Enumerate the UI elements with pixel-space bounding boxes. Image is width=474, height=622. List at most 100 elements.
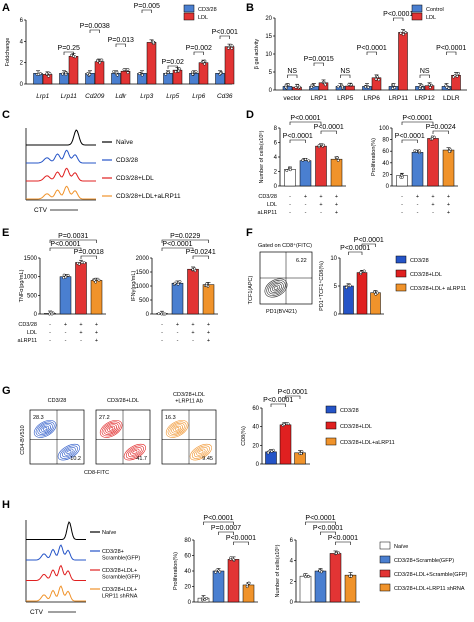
panel-g-contour [99, 420, 123, 438]
panel-d-sign: - [401, 210, 403, 216]
panel-e-chart1-point [157, 312, 161, 316]
panel-e-chart0-point [50, 312, 54, 316]
panel-f-chart-ytick-label: 5 [334, 284, 338, 290]
panel-h-chart0-point [214, 570, 218, 574]
panel-d-sign: + [335, 210, 338, 216]
panel-letter-d: D [246, 109, 254, 121]
panel-b-ylabel: β gal activity [254, 39, 260, 70]
panel-g-chart-ytick-label: 20 [252, 443, 259, 449]
panel-b-point [294, 85, 298, 89]
panel-a-pvalue: P=0.0038 [80, 23, 110, 30]
panel-h-legend-label: Naïve [102, 530, 116, 536]
panel-g-contour [66, 450, 72, 455]
panel-e-chart0-pvalue: P<0.0001 [50, 241, 80, 248]
panel-h-chart0-pvalue: P<0.0001 [203, 515, 233, 522]
panel-d-chart1-bar [427, 138, 439, 187]
panel-letter-a: A [2, 2, 10, 14]
panel-b-point [428, 86, 432, 89]
panel-a-bracket [115, 43, 126, 47]
panel-f-chart-point [344, 286, 348, 290]
panel-e-sign: - [65, 338, 67, 344]
panel-a-point [230, 46, 234, 50]
panel-h-chart0-bracket [218, 531, 234, 535]
panel-b-point [401, 32, 405, 36]
panel-h-legend-label: Scramble(GFP) [102, 556, 140, 562]
panel-b-category: LDLR [443, 95, 460, 102]
panel-b-bracket [446, 51, 457, 55]
panel-d-chart0-pvalue: P<0.0001 [314, 124, 344, 131]
panel-h-legend-swatch [379, 541, 391, 550]
panel-d-sign: + [319, 194, 322, 200]
panel-a-point [177, 69, 181, 73]
panel-d-sign: - [305, 202, 307, 208]
panel-g-chart-bracket [285, 395, 301, 399]
panel-letter-c: C [2, 109, 10, 121]
panel-d-chart0-ylabel: Number of cells(x10⁵) [258, 130, 265, 183]
panel-b-category: LRP12 [415, 95, 435, 102]
panel-a-bracket [167, 65, 178, 69]
panel-g-contour [167, 421, 187, 437]
panel-a-category: Lrp1 [36, 93, 49, 100]
panel-g-contour [59, 445, 78, 459]
panel-a-point [227, 46, 230, 50]
panel-a-bracket [219, 35, 230, 39]
panel-b-point [297, 85, 301, 89]
panel-d-sign: - [417, 202, 419, 208]
panel-d-chart1-point [432, 135, 436, 139]
panel-h-chart0-ytick-label: 40 [184, 569, 191, 575]
panel-b-point [445, 85, 449, 89]
panel-d-sign: + [335, 194, 338, 200]
panel-d-chart0-point [336, 158, 340, 162]
panel-a-pvalue: P=0.005 [134, 3, 160, 10]
panel-a-point [151, 40, 155, 44]
panel-b-point [455, 74, 459, 78]
panel-letter-f: F [246, 227, 253, 239]
panel-f-chart-bar [370, 292, 381, 315]
panel-h-histogram [26, 585, 86, 602]
panel-b-legend-swatch [411, 4, 423, 13]
panel-b-ytick-label: 0 [269, 88, 273, 94]
panel-g-chart-ytick-label: 40 [252, 425, 259, 431]
panel-a-point [88, 73, 92, 77]
panel-f-chart-point [372, 290, 376, 294]
panel-g-contour [194, 447, 208, 458]
panel-g-contour [101, 421, 121, 437]
panel-a-point [115, 70, 119, 74]
panel-h-chart0-ytick-label: 80 [184, 538, 191, 544]
panel-d-row-label: CD3/28 [258, 194, 277, 200]
panel-h-legend-swatch [379, 583, 391, 592]
panel-h-chart0-ytick-label: 0 [188, 600, 192, 606]
panel-e-sign: - [161, 330, 163, 336]
panel-a-bar [68, 56, 79, 85]
panel-g-contour [37, 422, 53, 435]
panel-g-contour [130, 448, 140, 456]
panel-f-contour [264, 278, 288, 298]
panel-g-legend-label: CD3/28+LDL+aLRP11 [340, 440, 395, 446]
panel-b-point [402, 30, 406, 34]
panel-e-chart0-point [77, 262, 81, 266]
panel-g-chart-ytick-label: 60 [252, 406, 259, 412]
panel-e-chart0-ytick-label: 1500 [24, 256, 38, 262]
panel-f-legend-swatch [395, 269, 407, 278]
panel-d-chart0-bracket [320, 130, 337, 134]
panel-h-chart1-ytick-label: 6 [290, 538, 294, 544]
panel-h-chart1-bracket [335, 541, 351, 545]
panel-b-pvalue: P=0.0015 [304, 56, 334, 63]
panel-d-sign: + [447, 202, 450, 208]
panel-h-chart1-point [334, 551, 338, 555]
panel-d-chart0-point [307, 159, 311, 163]
panel-f-chart-point [362, 269, 366, 273]
panel-g-chart-pvalue: P<0.0001 [278, 389, 308, 396]
panel-h-chart1-point [349, 574, 353, 578]
panel-b-bar [398, 32, 408, 91]
panel-h-chart1-bar [314, 570, 327, 603]
panel-h-chart1-bracket [305, 521, 336, 525]
panel-letter-b: B [246, 2, 254, 14]
panel-g-plot-title: CD3/28+LDL [173, 392, 205, 398]
panel-h-chart1-ytick-label: 4 [290, 559, 294, 565]
panel-a-pvalue: P=0.25 [58, 45, 80, 52]
panel-g-contour [198, 450, 204, 455]
panel-e-chart0-point [80, 261, 84, 265]
panel-e-sign: - [192, 338, 194, 344]
panel-a-ylabel: Foldchange [5, 38, 11, 67]
